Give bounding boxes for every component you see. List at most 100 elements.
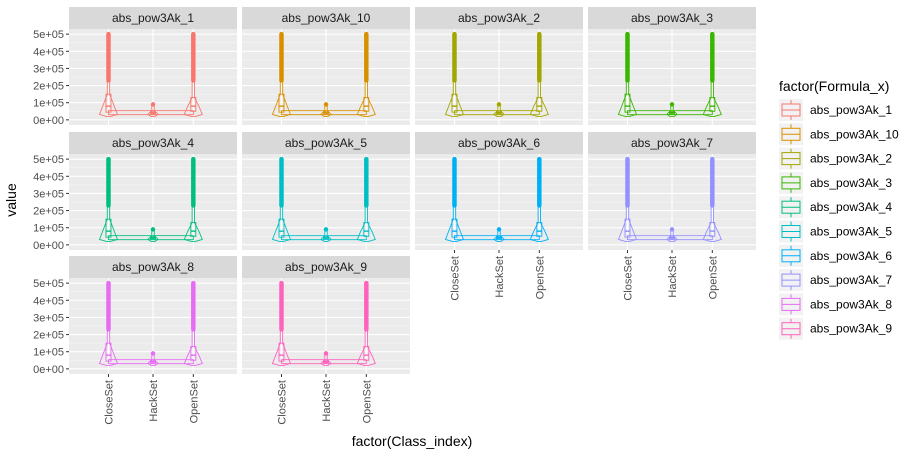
facet-strip-label: abs_pow3Ak_4 (112, 136, 194, 150)
violin-outline (627, 110, 713, 116)
legend-label: abs_pow3Ak_4 (810, 200, 892, 214)
box-closeset (278, 342, 285, 362)
legend-label: abs_pow3Ak_5 (810, 225, 892, 239)
legend-label: abs_pow3Ak_10 (810, 127, 899, 141)
y-tick-label: 3e+05 (33, 188, 64, 200)
facet-strip-label: abs_pow3Ak_8 (112, 260, 194, 274)
box-openset (363, 222, 370, 237)
x-tick-label: OpenSet (707, 256, 719, 299)
box-openset (190, 97, 197, 112)
box-openset (363, 346, 370, 361)
facet-strip-label: abs_pow3Ak_3 (631, 11, 713, 25)
violin-outline (454, 235, 540, 241)
facet-strip (69, 256, 237, 278)
y-tick-label: 0e+00 (33, 115, 64, 127)
legend-label: abs_pow3Ak_6 (810, 249, 892, 263)
y-tick-label: 5e+05 (33, 278, 64, 290)
facet-strip-label: abs_pow3Ak_6 (458, 136, 540, 150)
violin-hackset (147, 103, 159, 117)
facet-strip (242, 256, 410, 278)
box-openset (536, 222, 543, 237)
box-openset (709, 97, 716, 112)
y-tick-label: 5e+05 (33, 154, 64, 166)
x-tick-label: CloseSet (103, 380, 115, 425)
violin-hackset (666, 228, 678, 242)
facet-strip (588, 132, 756, 154)
box-closeset (278, 218, 285, 238)
x-tick-label: CloseSet (622, 256, 634, 301)
violin-outline (108, 235, 194, 241)
legend-label: abs_pow3Ak_8 (810, 297, 892, 311)
box-closeset (105, 342, 112, 362)
box-closeset (105, 93, 112, 113)
box-openset (190, 222, 197, 237)
y-tick-label: 5e+05 (33, 29, 64, 41)
violin-outline (627, 235, 713, 241)
x-tick-label: CloseSet (449, 256, 461, 301)
y-tick-label: 0e+00 (33, 240, 64, 252)
facet-strip (415, 7, 583, 29)
y-tick-label: 2e+05 (33, 81, 64, 93)
box-openset (363, 97, 370, 112)
y-tick-label: 3e+05 (33, 63, 64, 75)
violin-outline (281, 359, 367, 365)
x-tick-label: HackSet (321, 380, 333, 422)
legend-label: abs_pow3Ak_7 (810, 273, 892, 287)
x-tick-label: OpenSet (188, 380, 200, 423)
violin-hackset (320, 103, 332, 117)
violin-outline (281, 235, 367, 241)
violin-outline (108, 359, 194, 365)
facet-strip (242, 7, 410, 29)
violin-hackset (493, 228, 505, 242)
violin-outline (108, 110, 194, 116)
violin-outline (454, 110, 540, 116)
y-tick-label: 1e+05 (33, 98, 64, 110)
violin-hackset (320, 228, 332, 242)
y-axis-title: value (3, 183, 19, 217)
violin-hackset (666, 103, 678, 117)
y-tick-label: 1e+05 (33, 223, 64, 235)
legend-label: abs_pow3Ak_2 (810, 152, 892, 166)
y-tick-label: 4e+05 (33, 171, 64, 183)
facet-strip (588, 7, 756, 29)
x-tick-label: HackSet (494, 256, 506, 298)
x-tick-label: CloseSet (276, 380, 288, 425)
facet-strip-label: abs_pow3Ak_7 (631, 136, 713, 150)
facet-strip-label: abs_pow3Ak_9 (285, 260, 367, 274)
legend-label: abs_pow3Ak_9 (810, 322, 892, 336)
facet-strip-label: abs_pow3Ak_5 (285, 136, 367, 150)
box-closeset (451, 93, 458, 113)
facet-strip-label: abs_pow3Ak_1 (112, 11, 194, 25)
x-axis-title: factor(Class_index) (352, 433, 473, 449)
violin-outline (281, 110, 367, 116)
x-tick-label: OpenSet (361, 380, 373, 423)
x-tick-label: OpenSet (534, 256, 546, 299)
y-tick-label: 2e+05 (33, 206, 64, 218)
box-closeset (105, 218, 112, 238)
box-closeset (451, 218, 458, 238)
y-tick-label: 1e+05 (33, 347, 64, 359)
box-closeset (624, 218, 631, 238)
box-closeset (624, 93, 631, 113)
legend-title: factor(Formula_x) (779, 78, 889, 94)
y-tick-label: 0e+00 (33, 364, 64, 376)
y-tick-label: 3e+05 (33, 312, 64, 324)
violin-hackset (493, 103, 505, 117)
facet-strip-label: abs_pow3Ak_2 (458, 11, 540, 25)
y-tick-label: 4e+05 (33, 295, 64, 307)
facet-strip (69, 132, 237, 154)
violin-hackset (320, 352, 332, 366)
facet-strip (69, 7, 237, 29)
box-openset (536, 97, 543, 112)
x-tick-label: HackSet (667, 256, 679, 298)
box-openset (190, 346, 197, 361)
facet-strip (242, 132, 410, 154)
legend-label: abs_pow3Ak_1 (810, 103, 892, 117)
box-openset (709, 222, 716, 237)
violin-hackset (147, 352, 159, 366)
y-tick-label: 2e+05 (33, 330, 64, 342)
facet-strip-label: abs_pow3Ak_10 (282, 11, 371, 25)
facet-strip (415, 132, 583, 154)
